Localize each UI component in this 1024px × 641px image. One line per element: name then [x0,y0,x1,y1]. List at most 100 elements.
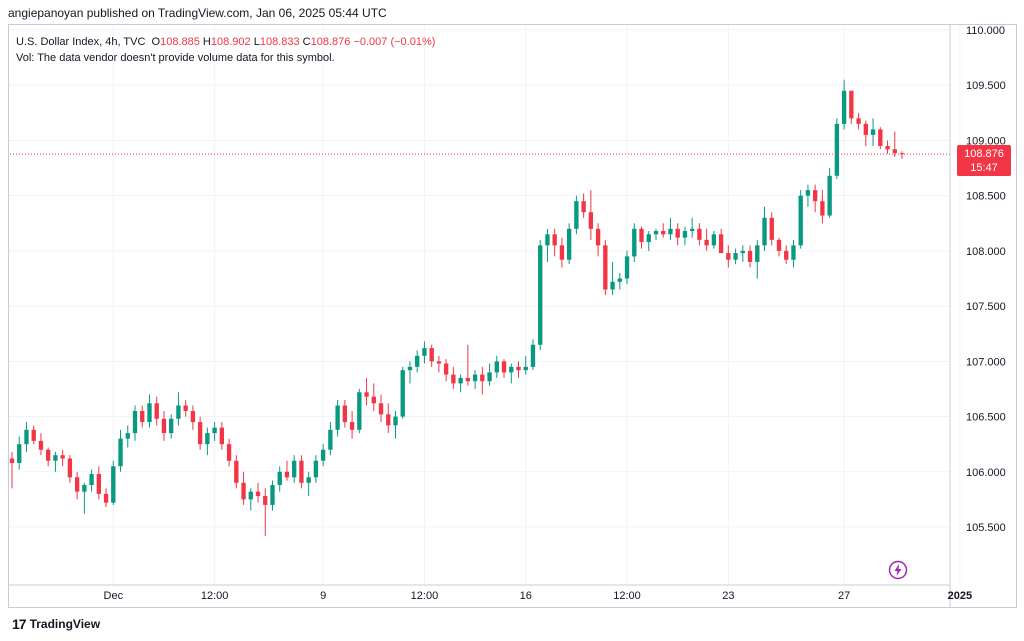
last-price-value: 108.876 [964,148,1004,160]
candle [436,355,442,373]
candle [313,455,319,483]
candle [820,190,825,224]
time-tick-label: 27 [838,590,850,602]
candle [675,223,680,246]
candle-body [762,217,767,246]
candle-body [805,190,811,196]
candle [487,363,492,386]
candle-body [183,405,188,412]
candle [451,366,456,389]
brand-name: TradingView [29,617,101,631]
candle [226,438,232,467]
candle [697,223,702,246]
candle-body [870,129,876,135]
candle [653,228,659,240]
symbol-title[interactable]: U.S. Dollar Index, 4h, TVC [16,36,146,48]
candle [212,422,217,441]
candle [277,466,282,492]
candle [726,245,731,268]
candle [111,460,116,505]
candle-body [161,418,167,434]
candle [234,455,239,489]
candle-body [17,444,22,463]
candle [552,228,557,257]
candle-body [263,496,268,505]
candle-body [718,234,724,254]
candle-body [661,231,666,235]
candle [154,396,159,426]
candle [610,261,615,296]
candle [132,405,138,441]
candle [899,151,905,159]
candle-body [342,405,348,423]
candle-body [400,370,405,417]
price-tick-label: 107.500 [966,301,1006,313]
candle [255,482,261,503]
candle [60,449,65,467]
candle-body [407,366,413,371]
time-tick-label: Dec [104,590,124,602]
candle-body [364,392,369,397]
candle-body [436,361,442,364]
candle-body [711,234,717,246]
lightning-bolt-icon[interactable] [888,560,908,580]
candle-body [813,190,818,202]
candle [96,466,101,500]
symbol-legend: U.S. Dollar Index, 4h, TVC O108.885 H108… [16,34,435,66]
low-value: 108.833 [259,36,300,48]
candle [415,350,420,373]
candle-body [118,438,123,467]
tradingview-logo-icon: 17 [12,616,27,632]
candle-body [668,228,673,235]
candle [219,422,225,450]
candle [67,455,73,483]
candle-body [205,433,210,445]
candle-body [530,344,536,367]
candle [559,237,565,268]
candle-body [103,493,109,503]
candle-body [226,444,232,461]
candle-body [255,491,261,497]
candle [624,250,630,285]
candle-body [480,374,485,382]
low-label: L [253,36,260,48]
candle-body [856,118,861,124]
candle [494,355,499,378]
candle-body [516,366,521,371]
volume-note: Vol: The data vendor doesn't provide vol… [16,52,335,64]
candle-body [197,422,203,445]
candle-body [154,403,159,419]
candle [24,422,29,452]
candle-body [494,361,499,373]
candle-body [834,123,840,176]
candle-body [458,377,463,384]
candle [588,190,594,240]
tradingview-brand[interactable]: 17 TradingView [12,616,100,632]
candle-body [393,416,398,426]
candle [689,217,695,238]
candle [870,118,876,146]
candle [834,118,840,180]
candle [740,245,745,262]
close-label: C [302,36,311,48]
price-tick-label: 109.500 [966,80,1006,92]
candle [501,359,507,378]
candle-body [704,239,709,246]
candle [38,433,44,456]
chart-frame [8,24,1017,608]
candle [429,344,434,367]
candle [82,482,87,514]
candle-body [147,403,152,423]
candle-body [190,411,196,423]
candle [892,131,897,158]
time-tick-label: 12:00 [201,590,229,602]
candle [849,90,854,124]
candle-body [82,485,87,492]
price-tick-label: 107.000 [966,356,1006,368]
price-tick-label: 108.500 [966,191,1006,203]
candle [140,405,145,428]
candle-body [125,433,130,439]
candle-body [472,374,478,382]
candle-body [632,228,637,257]
